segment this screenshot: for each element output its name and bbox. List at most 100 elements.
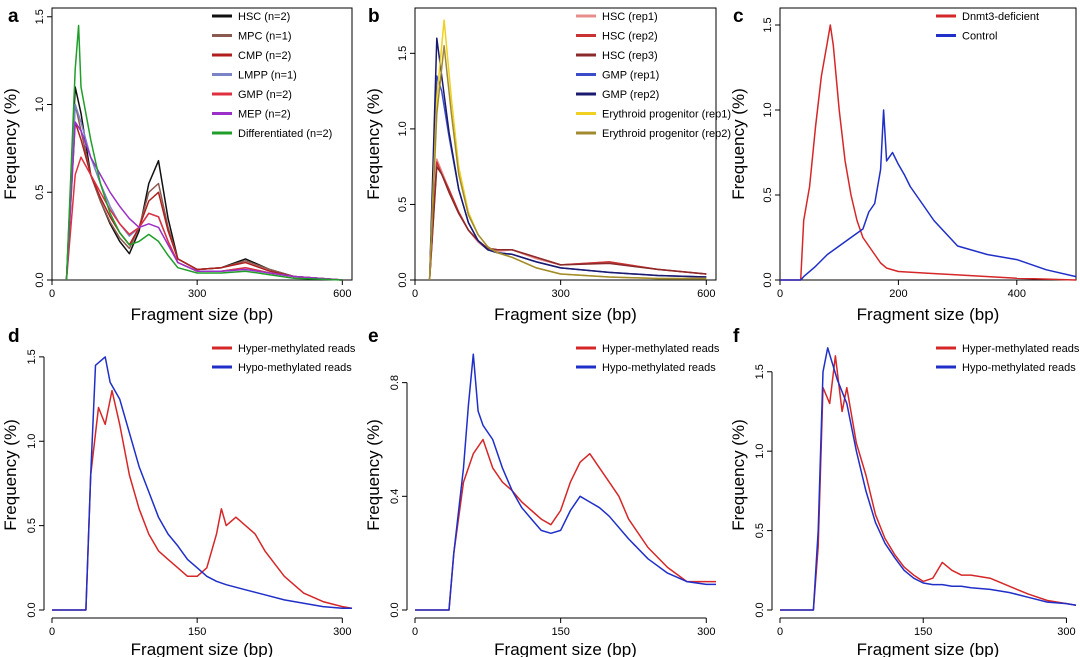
legend: Dnmt3-deficient Control: [936, 11, 1039, 43]
x-tick-label: 150: [551, 626, 569, 638]
panel-b: b 0 300 600 0.0 0.5 1.0 1.5 Fragment size (bp) Fr…: [364, 6, 731, 324]
panel-e: e 0 150 300 0.0 0.4 0.8 Fragment size (bp) Frequ…: [364, 326, 720, 657]
x-tick-label: 0: [412, 288, 418, 300]
legend-label: Hypo-methylated reads: [238, 362, 352, 374]
series-line: [428, 165, 707, 281]
plot-frame: [414, 7, 717, 281]
legend-label: Hypo-methylated reads: [602, 362, 716, 374]
series-line: [65, 156, 343, 281]
legend-label: GMP (rep2): [602, 89, 659, 101]
series-line: [780, 355, 1077, 611]
y-tick-label: 0.5: [762, 187, 774, 202]
y-tick-label: 0.5: [34, 185, 46, 200]
y-tick-label: 0.0: [389, 602, 401, 617]
y-tick-label: 0.4: [389, 489, 401, 504]
x-axis-title: Fragment size (bp): [857, 640, 1000, 657]
y-axis-title: Frequency (%): [364, 88, 383, 199]
legend-label: HSC (n=2): [238, 11, 290, 23]
series-line: [415, 353, 716, 611]
y-tick-label: 0.5: [754, 523, 766, 538]
x-tick-label: 0: [777, 626, 783, 638]
y-tick-label: 0.0: [397, 272, 409, 287]
y-tick-label: 0.5: [26, 518, 38, 533]
x-tick-label: 0: [777, 288, 783, 300]
series-line: [428, 75, 707, 281]
legend-label: GMP (rep1): [602, 70, 659, 82]
x-axis-title: Fragment size (bp): [131, 640, 274, 657]
series-line: [780, 24, 1077, 281]
series-line: [52, 389, 353, 611]
legend-label: HSC (rep3): [602, 50, 658, 62]
legend: Hyper-methylated reads Hypo-methylated re…: [212, 343, 356, 374]
y-tick-label: 1.5: [26, 349, 38, 364]
x-tick-label: 150: [914, 626, 932, 638]
legend: Hyper-methylated reads Hypo-methylated re…: [576, 343, 720, 374]
x-tick-label: 300: [333, 626, 351, 638]
legend-label: GMP (n=2): [238, 89, 292, 101]
series-line: [65, 24, 343, 281]
legend-label: LMPP (n=1): [238, 70, 297, 82]
y-tick-label: 1.5: [762, 17, 774, 32]
y-tick-label: 1.5: [34, 9, 46, 24]
x-tick-label: 400: [1008, 288, 1026, 300]
panel-c: c 0 200 400 0.0 0.5 1.0 1.5 Fragment size (bp) Fr…: [729, 6, 1077, 324]
y-axis-title: Frequency (%): [364, 419, 383, 530]
x-axis-title: Fragment size (bp): [494, 305, 637, 324]
x-tick-label: 0: [412, 626, 418, 638]
panel-letter: f: [733, 326, 740, 347]
x-tick-label: 0: [49, 288, 55, 300]
x-axis-title: Fragment size (bp): [494, 640, 637, 657]
legend-label: HSC (rep1): [602, 11, 658, 23]
legend-label: Dnmt3-deficient: [962, 11, 1039, 23]
legend: HSC (n=2) MPC (n=1) CMP (n=2) LMPP (n=1) GMP…: [212, 11, 332, 140]
y-axis-title: Frequency (%): [1, 88, 20, 199]
series-line: [780, 109, 1077, 281]
legend-label: MPC (n=1): [238, 31, 292, 43]
x-tick-label: 0: [49, 626, 55, 638]
series-line: [52, 356, 352, 611]
legend-label: Erythroid progenitor (rep1): [602, 109, 731, 121]
panel-d: d 0 150 300 0.0 0.5 1.0 1.5 Fragment size (bp) Fr…: [1, 326, 356, 657]
y-axis-title: Frequency (%): [729, 419, 748, 530]
panel-letter: e: [368, 326, 379, 347]
series-line: [428, 45, 707, 281]
y-tick-label: 1.0: [754, 444, 766, 459]
legend-label: Differentiated (n=2): [238, 128, 332, 140]
panel-f: f 0 150 300 0.0 0.5 1.0 1.5 Fragment size (bp) Fr…: [729, 326, 1080, 657]
y-tick-label: 1.0: [34, 97, 46, 112]
x-tick-label: 300: [551, 288, 569, 300]
x-axis-title: Fragment size (bp): [857, 305, 1000, 324]
series-line: [780, 347, 1077, 611]
x-tick-label: 300: [1057, 626, 1075, 638]
x-tick-label: 600: [333, 288, 351, 300]
series-line: [428, 37, 707, 281]
y-tick-label: 0.0: [26, 602, 38, 617]
plot-frame: [51, 7, 353, 281]
legend-label: MEP (n=2): [238, 109, 291, 121]
panel-a: a 0 300 600 0.0 0.5 1.0 1.5 Fragment size (bp) Fr…: [1, 6, 353, 324]
legend-label: Control: [962, 31, 997, 43]
y-tick-label: 1.0: [26, 434, 38, 449]
series-line: [65, 86, 343, 281]
legend-label: Hypo-methylated reads: [962, 362, 1076, 374]
legend-label: Hyper-methylated reads: [602, 343, 720, 355]
y-tick-label: 1.0: [397, 121, 409, 136]
series-line: [415, 438, 716, 611]
x-axis-title: Fragment size (bp): [131, 305, 274, 324]
legend-label: HSC (rep2): [602, 31, 658, 43]
y-tick-label: 1.0: [762, 102, 774, 117]
x-tick-label: 300: [697, 626, 715, 638]
y-tick-label: 0.5: [397, 197, 409, 212]
legend-label: Erythroid progenitor (rep2): [602, 128, 731, 140]
x-tick-label: 300: [188, 288, 206, 300]
panel-letter: b: [368, 6, 380, 27]
panel-letter: d: [8, 326, 20, 347]
y-tick-label: 1.5: [397, 46, 409, 61]
panel-letter: c: [733, 6, 744, 27]
legend-label: Hyper-methylated reads: [238, 343, 356, 355]
x-tick-label: 600: [697, 288, 715, 300]
y-tick-label: 1.5: [754, 364, 766, 379]
legend-label: CMP (n=2): [238, 50, 291, 62]
y-tick-label: 0.0: [754, 602, 766, 617]
